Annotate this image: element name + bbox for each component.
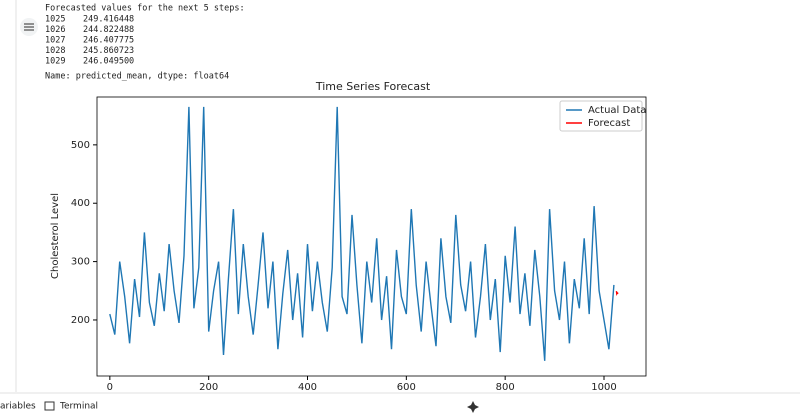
output-header: Forecasted values for the next 5 steps: [45, 4, 245, 14]
chart-title: Time Series Forecast [315, 80, 431, 93]
gemini-button[interactable] [467, 401, 479, 413]
y-axis-label: Cholesterol Level [50, 193, 61, 279]
output-value: 249.416448 [83, 15, 134, 25]
x-tick-label: 1000 [591, 382, 616, 393]
output-footer: Name: predicted_mean, dtype: float64 [45, 72, 229, 82]
y-tick-label: 400 [71, 198, 90, 209]
output-value: 244.822488 [83, 25, 134, 35]
output-index: 1028 [45, 46, 65, 56]
plot-frame [96, 96, 647, 377]
terminal-icon [44, 401, 55, 411]
series-line [109, 106, 615, 361]
output-menu-icon [24, 23, 34, 31]
output-value: 246.049500 [83, 57, 134, 67]
series-line [615, 290, 619, 296]
y-tick-label: 200 [71, 315, 90, 326]
x-tick-label: 0 [107, 382, 113, 393]
output-value: 246.407775 [83, 36, 134, 46]
x-tick-label: 600 [397, 382, 416, 393]
output-value: 245.860723 [83, 46, 134, 56]
variables-button[interactable]: ariables [0, 402, 36, 412]
legend-label: Actual Data [588, 105, 646, 116]
output-index: 1026 [45, 25, 65, 35]
x-tick-label: 400 [298, 382, 317, 393]
terminal-button[interactable]: Terminal [59, 402, 98, 412]
output-index: 1029 [45, 57, 65, 67]
y-tick-label: 300 [71, 257, 90, 268]
legend-label: Forecast [588, 118, 630, 129]
status-bar [0, 393, 800, 414]
output-index: 1027 [45, 36, 65, 46]
x-tick-label: 800 [496, 382, 515, 393]
x-tick-label: 200 [199, 382, 218, 393]
output-index: 1025 [45, 15, 65, 25]
y-tick-label: 500 [71, 140, 90, 151]
